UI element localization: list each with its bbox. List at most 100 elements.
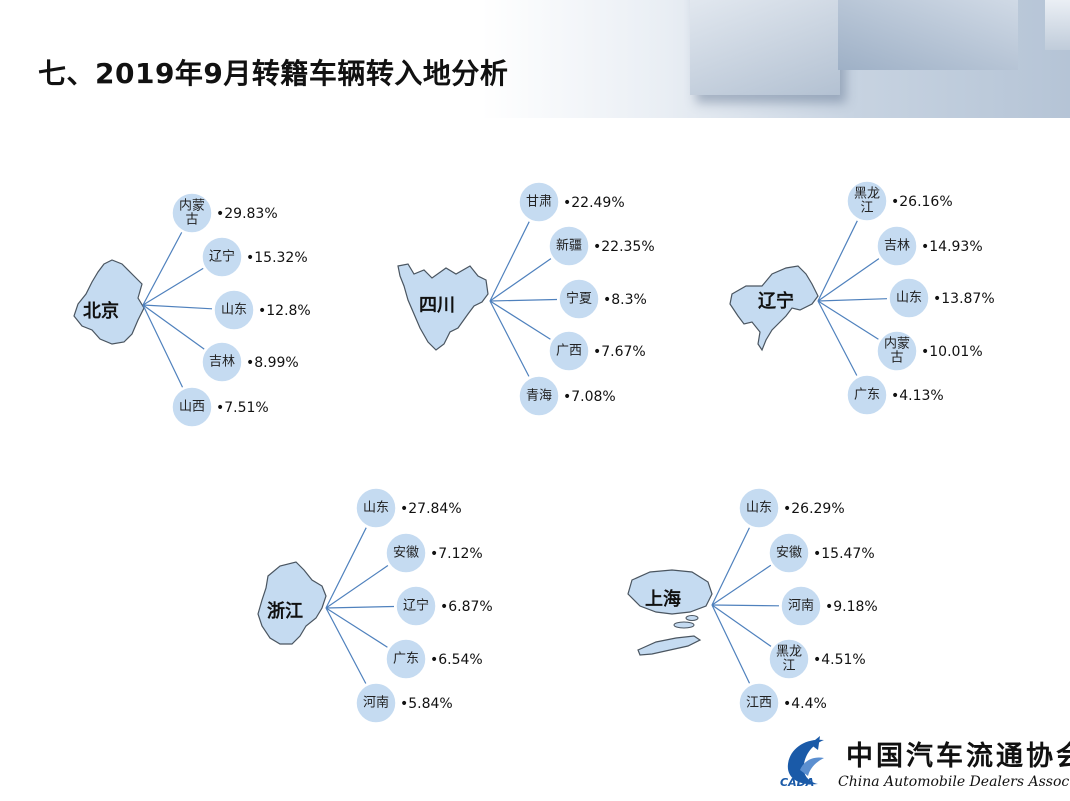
group-0: 北京 内蒙古 •29.83% 辽宁 •15.32% 山东 •12.8% 吉林 •8.99% 山西 •…: [83, 192, 311, 428]
destination-node: 江西 •4.4%: [738, 682, 827, 724]
destination-label: 古: [185, 213, 198, 228]
destination-bubble: [171, 386, 213, 428]
destination-label: 古: [890, 351, 903, 366]
destination-node: 青海 •7.08%: [518, 375, 616, 417]
destination-bubble: [355, 682, 397, 724]
destination-label: 广西: [556, 344, 582, 359]
destination-label: 宁夏: [566, 291, 592, 307]
destination-bubble: [876, 225, 918, 267]
destination-bubble: [548, 225, 590, 267]
destination-bubble: [738, 487, 780, 529]
destination-percentage: •7.08%: [563, 389, 616, 405]
destination-label: 江: [860, 201, 873, 216]
destination-percentage: •7.12%: [430, 546, 483, 562]
group-4: 上海 山东 •26.29% 安徽 •15.47% 河南 •9.18% 黑龙江 •4.51% 江西 •…: [645, 487, 878, 724]
destination-percentage: •15.47%: [813, 546, 875, 562]
destination-node: 广东 •6.54%: [385, 638, 483, 680]
destination-bubble: [876, 330, 918, 372]
destination-label: 辽宁: [403, 598, 429, 614]
logo-abbreviation: CADA: [780, 776, 815, 789]
connector-line: [142, 304, 213, 310]
connector-line: [711, 604, 780, 607]
destination-percentage: •14.93%: [921, 239, 983, 255]
destination-bubble: [355, 487, 397, 529]
destination-bubble: [768, 638, 810, 680]
destination-label: 黑龙: [776, 645, 802, 660]
destination-bubble: [385, 532, 427, 574]
destination-percentage: •4.4%: [783, 696, 827, 712]
group-1: 四川 甘肃 •22.49% 新疆 •22.35% 宁夏 •8.3% 广西 •7.67% 青海 •7.…: [419, 181, 655, 417]
destination-label: 广东: [393, 652, 419, 667]
connector-line: [711, 604, 772, 647]
destination-percentage: •9.18%: [825, 599, 878, 615]
connector-line: [489, 298, 558, 302]
destination-percentage: •12.8%: [258, 303, 311, 319]
connector-line: [489, 300, 551, 340]
destination-node: 宁夏 •8.3%: [558, 278, 647, 320]
destination-label: 吉林: [884, 239, 910, 254]
connector-line: [711, 604, 751, 684]
cada-logo: 中国汽车流通协会 China Automobile Dealers Associ…: [780, 730, 1070, 795]
destination-label: 山东: [746, 501, 772, 516]
logo-chinese-name: 中国汽车流通协会: [846, 741, 1070, 772]
destination-label: 内蒙: [179, 198, 205, 214]
destination-node: 山东 •13.87%: [888, 277, 995, 319]
destination-label: 甘肃: [526, 195, 552, 210]
connector-line: [142, 304, 205, 350]
connector-line: [325, 565, 389, 609]
destination-bubble: [846, 180, 888, 222]
destination-percentage: •15.32%: [246, 250, 308, 266]
connector-line: [817, 300, 858, 376]
connector-line: [142, 232, 183, 306]
destination-label: 山东: [363, 501, 389, 516]
destination-node: 吉林 •8.99%: [201, 341, 299, 383]
origin-label: 浙江: [267, 600, 303, 622]
destination-percentage: •26.16%: [891, 194, 953, 210]
destination-node: 新疆 •22.35%: [548, 225, 655, 267]
connector-line: [325, 605, 395, 609]
destination-percentage: •13.87%: [933, 291, 995, 307]
destination-percentage: •4.13%: [891, 388, 944, 404]
destination-node: 甘肃 •22.49%: [518, 181, 625, 223]
origin-label: 北京: [83, 300, 119, 322]
connector-line: [325, 527, 367, 609]
destination-percentage: •4.51%: [813, 652, 866, 668]
destination-node: 广东 •4.13%: [846, 374, 944, 416]
destination-bubble: [518, 181, 560, 223]
connector-line: [489, 221, 530, 302]
destination-percentage: •7.51%: [216, 400, 269, 416]
destination-bubble: [213, 289, 255, 331]
destination-label: 安徽: [393, 546, 419, 561]
destination-label: 吉林: [209, 355, 235, 370]
destination-percentage: •29.83%: [216, 206, 278, 222]
destination-percentage: •27.84%: [400, 501, 462, 517]
destination-percentage: •22.49%: [563, 195, 625, 211]
destination-label: 河南: [363, 695, 389, 711]
connector-line: [711, 527, 750, 606]
destination-percentage: •7.67%: [593, 344, 646, 360]
decorative-cube-mid: [838, 0, 1018, 70]
cada-emblem-icon: [787, 736, 824, 785]
destination-percentage: •22.35%: [593, 239, 655, 255]
map-zhejiang: [257, 561, 327, 645]
destination-bubble: [888, 277, 930, 319]
destination-bubble: [738, 682, 780, 724]
destination-bubble: [201, 341, 243, 383]
destination-node: 山东 •12.8%: [213, 289, 311, 331]
header-banner: 七、2019年9月转籍车辆转入地分析: [0, 0, 1070, 118]
destination-percentage: •8.99%: [246, 355, 299, 371]
destination-node: 山西 •7.51%: [171, 386, 269, 428]
map-shanghai: [627, 569, 713, 656]
connector-line: [817, 298, 888, 302]
destination-label: 江西: [746, 696, 772, 711]
destination-percentage: •10.01%: [921, 344, 983, 360]
destination-node: 河南 •9.18%: [780, 585, 878, 627]
destination-node: 广西 •7.67%: [548, 330, 646, 372]
group-2: 辽宁 黑龙江 •26.16% 吉林 •14.93% 山东 •13.87% 内蒙古 •10.01%…: [758, 180, 995, 416]
destination-bubble: [558, 278, 600, 320]
destination-bubble: [846, 374, 888, 416]
destination-label: 河南: [788, 598, 814, 614]
origin-label: 辽宁: [758, 290, 794, 312]
destination-label: 山东: [221, 303, 247, 318]
